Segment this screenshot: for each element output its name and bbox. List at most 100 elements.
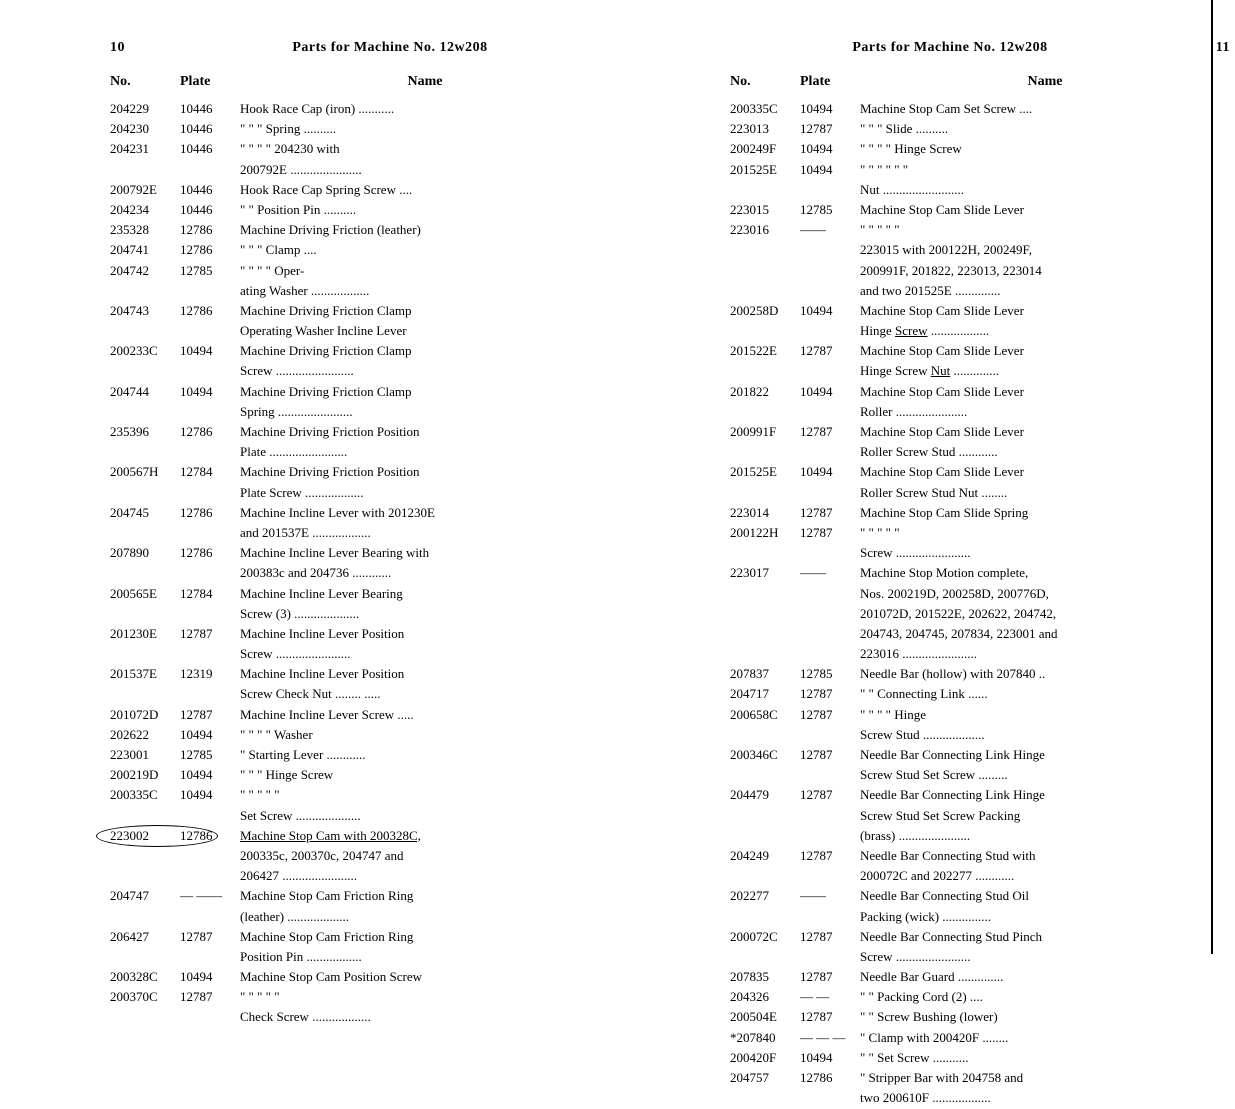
plate-no: 12785 [180, 746, 240, 764]
part-no: 200249F [730, 140, 800, 158]
part-name: Machine Stop Cam Slide Lever [860, 423, 1230, 441]
continuation-line: ating Washer .................. [110, 282, 610, 300]
plate-no: —— [800, 887, 860, 905]
part-name: Machine Driving Friction Position [240, 423, 610, 441]
continuation-line: Screw ....................... [110, 645, 610, 663]
continuation-line: 223016 ....................... [730, 645, 1230, 663]
part-name: " Stripper Bar with 204758 and [860, 1069, 1230, 1087]
plate-no: 10494 [800, 140, 860, 158]
continuation-line: Nut ......................... [730, 181, 1230, 199]
rows-right: 200335C10494Machine Stop Cam Set Screw .… [730, 100, 1230, 1107]
part-no: 201525E [730, 463, 800, 481]
part-no: 235328 [110, 221, 180, 239]
part-no: 201822 [730, 383, 800, 401]
part-no: 207837 [730, 665, 800, 683]
parts-row: 20423110446" " " " 204230 with [110, 140, 610, 158]
part-no: 223014 [730, 504, 800, 522]
parts-row: 200565E12784Machine Incline Lever Bearin… [110, 585, 610, 603]
continuation-line: Packing (wick) ............... [730, 908, 1230, 926]
part-no: 200370C [110, 988, 180, 1006]
column-header-left: No. Plate Name [110, 74, 610, 90]
continuation-line: 200792E ...................... [110, 161, 610, 179]
continuation-line: Plate Screw .................. [110, 484, 610, 502]
part-name: Machine Stop Cam Slide Lever [860, 342, 1230, 360]
part-no: 204717 [730, 685, 800, 703]
plate-no: 10494 [800, 161, 860, 179]
part-name: " " " " " [860, 524, 1230, 542]
continuation-line: Check Screw .................. [110, 1008, 610, 1026]
parts-row: 20423410446" " Position Pin .......... [110, 201, 610, 219]
continuation-line: Screw Stud Set Screw Packing [730, 807, 1230, 825]
continuation-line: 200383c and 204736 ............ [110, 564, 610, 582]
part-name: " " " " " [240, 786, 610, 804]
part-no: 200233C [110, 342, 180, 360]
plate-no: 12319 [180, 665, 240, 683]
plate-no: 12787 [180, 625, 240, 643]
page-right-border [1211, 0, 1213, 954]
continuation-line: 201072D, 201522E, 202622, 204742, [730, 605, 1230, 623]
part-no: 201537E [110, 665, 180, 683]
plate-no: 10494 [180, 342, 240, 360]
part-name: " " " " Hinge Screw [860, 140, 1230, 158]
part-name: Machine Driving Friction Clamp [240, 302, 610, 320]
part-no: 204741 [110, 241, 180, 259]
col-no: No. [730, 74, 800, 90]
col-name: Name [860, 74, 1230, 90]
plate-no: 12786 [180, 302, 240, 320]
part-no: 200258D [730, 302, 800, 320]
part-name: Machine Incline Lever with 201230E [240, 504, 610, 522]
parts-row: 20474410494Machine Driving Friction Clam… [110, 383, 610, 401]
continuation-line: Roller Screw Stud ............ [730, 443, 1230, 461]
plate-no: 10446 [180, 100, 240, 118]
part-name: " " " " " [240, 988, 610, 1006]
plate-no: 12787 [800, 524, 860, 542]
plate-no: 12787 [800, 786, 860, 804]
continuation-line: Screw (3) .................... [110, 605, 610, 623]
part-name: " " Position Pin .......... [240, 201, 610, 219]
parts-row: 20783512787Needle Bar Guard ............… [730, 968, 1230, 986]
parts-row: 201072D12787Machine Incline Lever Screw … [110, 706, 610, 724]
part-no: 201230E [110, 625, 180, 643]
continuation-line: Screw Stud Set Screw ......... [730, 766, 1230, 784]
part-no: 204231 [110, 140, 180, 158]
part-name: " " " Slide .......... [860, 120, 1230, 138]
plate-no: 12787 [800, 706, 860, 724]
parts-row: 200370C12787" " " " " [110, 988, 610, 1006]
parts-row: 200792E10446Hook Race Cap Spring Screw .… [110, 181, 610, 199]
part-no: 204230 [110, 120, 180, 138]
continuation-line: 200991F, 201822, 223013, 223014 [730, 262, 1230, 280]
parts-row: *207840— — —" Clamp with 200420F .......… [730, 1029, 1230, 1047]
plate-no: 10494 [180, 968, 240, 986]
parts-row: 201525E10494" " " " " " [730, 161, 1230, 179]
plate-no: 10494 [180, 726, 240, 744]
plate-no: 12787 [800, 423, 860, 441]
plate-no: 10494 [180, 786, 240, 804]
col-plate: Plate [800, 74, 860, 90]
parts-row: 200567H12784Machine Driving Friction Pos… [110, 463, 610, 481]
parts-row: 20424912787Needle Bar Connecting Stud wi… [730, 847, 1230, 865]
plate-no: 12787 [800, 342, 860, 360]
part-name: Machine Stop Cam Slide Lever [860, 383, 1230, 401]
continuation-line: Screw ....................... [730, 544, 1230, 562]
part-name: Needle Bar Connecting Stud with [860, 847, 1230, 865]
part-name: " Clamp with 200420F ........ [860, 1029, 1230, 1047]
plate-no: 12785 [800, 201, 860, 219]
page-right: Parts for Machine No. 12w208 11 No. Plat… [730, 40, 1230, 1109]
part-no: 204234 [110, 201, 180, 219]
part-no: 200504E [730, 1008, 800, 1026]
part-name: Machine Incline Lever Bearing with [240, 544, 610, 562]
continuation-line: Roller Screw Stud Nut ........ [730, 484, 1230, 502]
part-no: 202622 [110, 726, 180, 744]
part-name: Machine Stop Cam Friction Ring [240, 928, 610, 946]
part-no: 204745 [110, 504, 180, 522]
part-no: 204744 [110, 383, 180, 401]
continuation-line: Screw ........................ [110, 362, 610, 380]
parts-row: 200335C10494" " " " " [110, 786, 610, 804]
part-no: 204249 [730, 847, 800, 865]
part-name: " " Connecting Link ...... [860, 685, 1230, 703]
part-name: " " " " Washer [240, 726, 610, 744]
parts-row: 200258D10494Machine Stop Cam Slide Lever [730, 302, 1230, 320]
part-name: " " " " " [860, 221, 1230, 239]
part-name: Machine Stop Cam Slide Spring [860, 504, 1230, 522]
rows-left: 20422910446Hook Race Cap (iron) ........… [110, 100, 610, 1027]
